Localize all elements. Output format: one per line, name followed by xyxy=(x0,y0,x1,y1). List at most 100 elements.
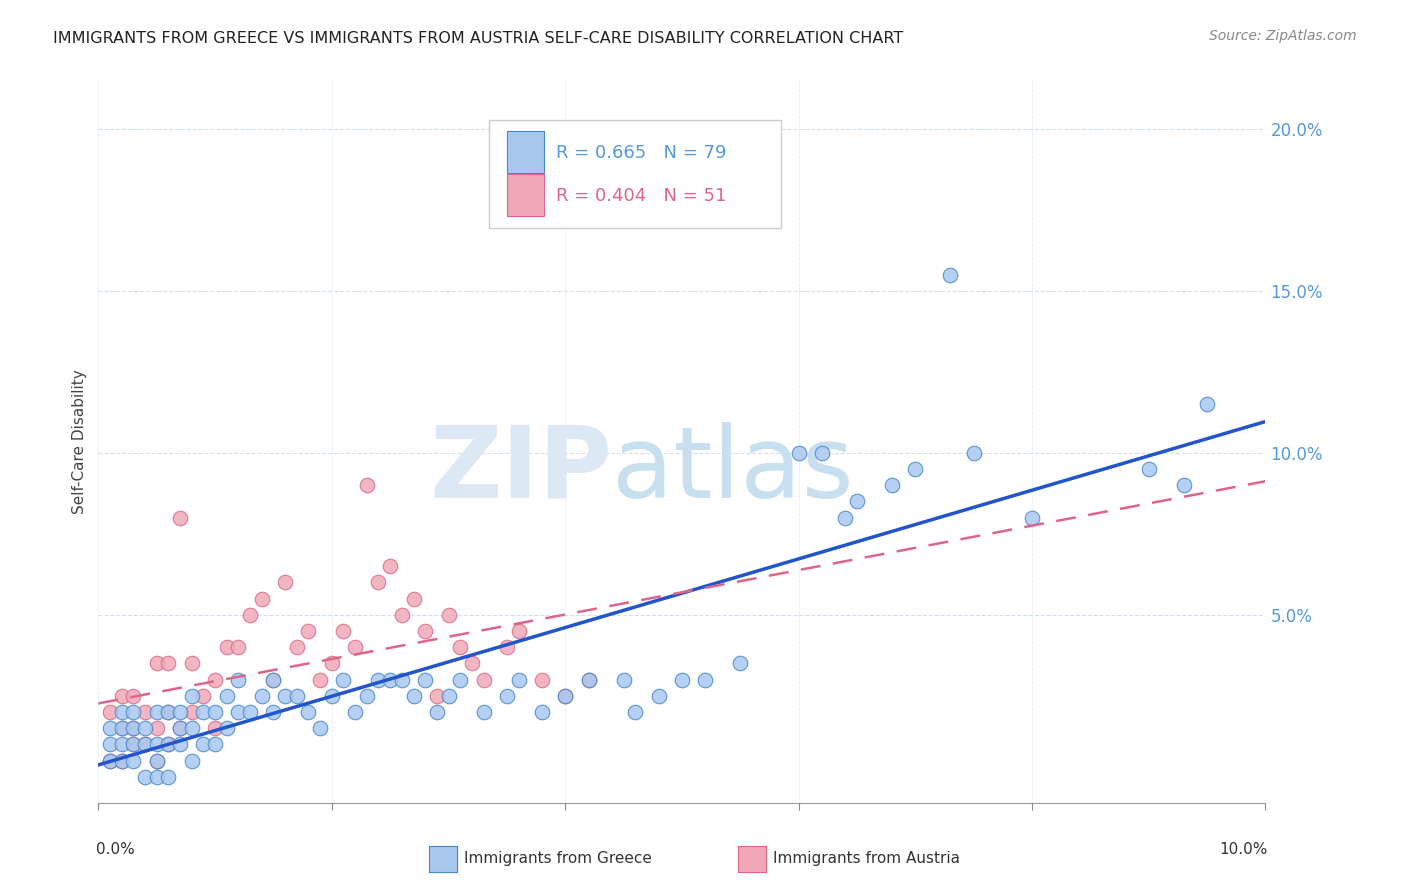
Point xyxy=(250,689,273,703)
Point xyxy=(111,705,134,719)
Point xyxy=(1195,397,1218,411)
Point xyxy=(180,705,202,719)
Point xyxy=(169,510,191,524)
Point xyxy=(426,705,449,719)
Text: Immigrants from Greece: Immigrants from Greece xyxy=(464,852,652,866)
Point xyxy=(344,640,367,655)
Point xyxy=(98,721,121,735)
Point xyxy=(180,689,202,703)
Bar xyxy=(508,174,544,216)
Text: R = 0.404   N = 51: R = 0.404 N = 51 xyxy=(555,187,727,205)
Point xyxy=(146,754,169,768)
Point xyxy=(111,721,134,735)
Point xyxy=(344,705,367,719)
Point xyxy=(157,657,180,671)
Point xyxy=(169,721,191,735)
Point xyxy=(146,770,169,784)
Point xyxy=(647,689,669,703)
Point xyxy=(578,673,600,687)
Point xyxy=(332,673,354,687)
Text: IMMIGRANTS FROM GREECE VS IMMIGRANTS FROM AUSTRIA SELF-CARE DISABILITY CORRELATI: IMMIGRANTS FROM GREECE VS IMMIGRANTS FRO… xyxy=(53,31,904,46)
Point xyxy=(380,559,402,574)
Point xyxy=(146,738,169,752)
Point xyxy=(98,738,121,752)
Point xyxy=(437,607,460,622)
Point xyxy=(834,510,856,524)
Text: ZIP: ZIP xyxy=(429,422,612,519)
Text: 0.0%: 0.0% xyxy=(96,842,135,856)
Point xyxy=(122,721,145,735)
Point xyxy=(262,673,284,687)
Point xyxy=(461,657,484,671)
Point xyxy=(180,754,202,768)
Point xyxy=(297,705,319,719)
Point xyxy=(811,446,834,460)
Point xyxy=(380,673,402,687)
Point xyxy=(787,446,810,460)
Point xyxy=(169,738,191,752)
Point xyxy=(449,640,471,655)
Point xyxy=(496,640,519,655)
Point xyxy=(939,268,962,282)
Point xyxy=(228,673,250,687)
Point xyxy=(98,754,121,768)
Point xyxy=(239,705,262,719)
Point xyxy=(146,721,169,735)
Point xyxy=(332,624,354,638)
Point xyxy=(880,478,903,492)
Point xyxy=(730,657,752,671)
Text: atlas: atlas xyxy=(612,422,853,519)
Point xyxy=(1173,478,1195,492)
Point xyxy=(472,705,495,719)
Point xyxy=(297,624,319,638)
Point xyxy=(285,689,308,703)
Point xyxy=(122,738,145,752)
Point xyxy=(134,738,156,752)
Point xyxy=(413,624,436,638)
Point xyxy=(146,657,169,671)
Point xyxy=(449,673,471,687)
Point xyxy=(228,705,250,719)
Point xyxy=(262,673,284,687)
Point xyxy=(962,446,984,460)
Point xyxy=(530,673,553,687)
Point xyxy=(508,673,530,687)
Point xyxy=(134,770,156,784)
Point xyxy=(402,591,425,606)
Text: Source: ZipAtlas.com: Source: ZipAtlas.com xyxy=(1209,29,1357,43)
Point xyxy=(612,673,634,687)
Point xyxy=(472,673,495,687)
Point xyxy=(228,640,250,655)
Point xyxy=(157,705,180,719)
Text: R = 0.665   N = 79: R = 0.665 N = 79 xyxy=(555,144,727,161)
Point xyxy=(111,721,134,735)
Point xyxy=(496,689,519,703)
Point xyxy=(122,689,145,703)
Point xyxy=(215,721,238,735)
Point xyxy=(239,607,262,622)
Point xyxy=(554,689,576,703)
Point xyxy=(274,689,297,703)
Point xyxy=(437,689,460,703)
Point xyxy=(695,673,717,687)
Text: Immigrants from Austria: Immigrants from Austria xyxy=(773,852,960,866)
Point xyxy=(1137,462,1160,476)
Point xyxy=(391,607,413,622)
Point xyxy=(204,673,226,687)
Point xyxy=(193,689,215,703)
Point xyxy=(578,673,600,687)
Point xyxy=(157,738,180,752)
Point xyxy=(530,705,553,719)
Point xyxy=(204,738,226,752)
Point xyxy=(193,738,215,752)
Point xyxy=(309,721,332,735)
FancyBboxPatch shape xyxy=(489,120,782,228)
Point xyxy=(413,673,436,687)
Point xyxy=(122,705,145,719)
Point xyxy=(402,689,425,703)
Point xyxy=(169,721,191,735)
Point xyxy=(98,705,121,719)
Point xyxy=(215,640,238,655)
Point xyxy=(134,721,156,735)
Point xyxy=(180,657,202,671)
